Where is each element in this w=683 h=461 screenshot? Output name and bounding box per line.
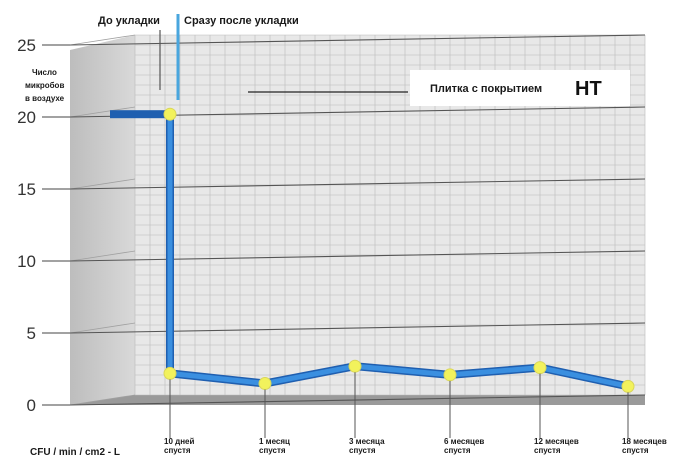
data-point	[533, 361, 547, 375]
x-tick-label: 3 месяца спустя	[349, 437, 385, 455]
side-grid-line	[69, 178, 136, 190]
data-point	[163, 366, 177, 380]
data-point	[443, 368, 457, 382]
annotation-after: Сразу после укладки	[184, 15, 299, 27]
y-axis-title: Число микробов в воздухе	[25, 68, 67, 103]
legend-box	[410, 70, 630, 106]
x-tick-label: 10 дней спустя	[164, 437, 194, 455]
y-major-gridline	[69, 178, 646, 190]
chart-side-wall	[70, 35, 135, 405]
y-major-gridline	[69, 250, 646, 262]
y-tick-label: 0	[27, 396, 36, 415]
data-point	[258, 376, 272, 390]
data-point	[621, 379, 635, 393]
data-point	[163, 107, 177, 121]
x-tick-label: 18 месяцев спустя	[622, 437, 667, 455]
side-grid-line	[69, 250, 136, 262]
side-grid-line	[69, 322, 136, 334]
data-point	[348, 359, 362, 373]
y-tick-label: 20	[17, 108, 36, 127]
y-major-gridline	[69, 34, 646, 46]
legend-label: Плитка с покрытием	[430, 83, 542, 95]
x-tick-label: 12 месяцев спустя	[534, 437, 579, 455]
annotation-before: До укладки	[98, 15, 160, 27]
x-tick-label: 1 месяц спустя	[259, 437, 290, 455]
legend-strong-label: HT	[575, 78, 602, 100]
y-major-gridline	[69, 394, 646, 406]
y-major-gridline	[69, 322, 646, 334]
y-tick-label: 15	[17, 180, 36, 199]
side-grid-line	[69, 394, 136, 406]
side-grid-line	[69, 106, 136, 118]
x-axis-unit-label: CFU / min / cm2 - L	[30, 447, 120, 458]
series-before-bar	[110, 110, 170, 119]
side-grid-line	[69, 34, 136, 46]
x-axis: 10 дней спустя 1 месяц спустя 3 месяца спустя…	[164, 372, 667, 455]
x-tick-label: 6 месяцев спустя	[444, 437, 484, 455]
y-tick-label: 25	[17, 36, 36, 55]
y-tick-label: 10	[17, 252, 36, 271]
y-axis: 0 5 10 15 20 25	[17, 34, 646, 415]
y-tick-label: 5	[27, 324, 36, 343]
